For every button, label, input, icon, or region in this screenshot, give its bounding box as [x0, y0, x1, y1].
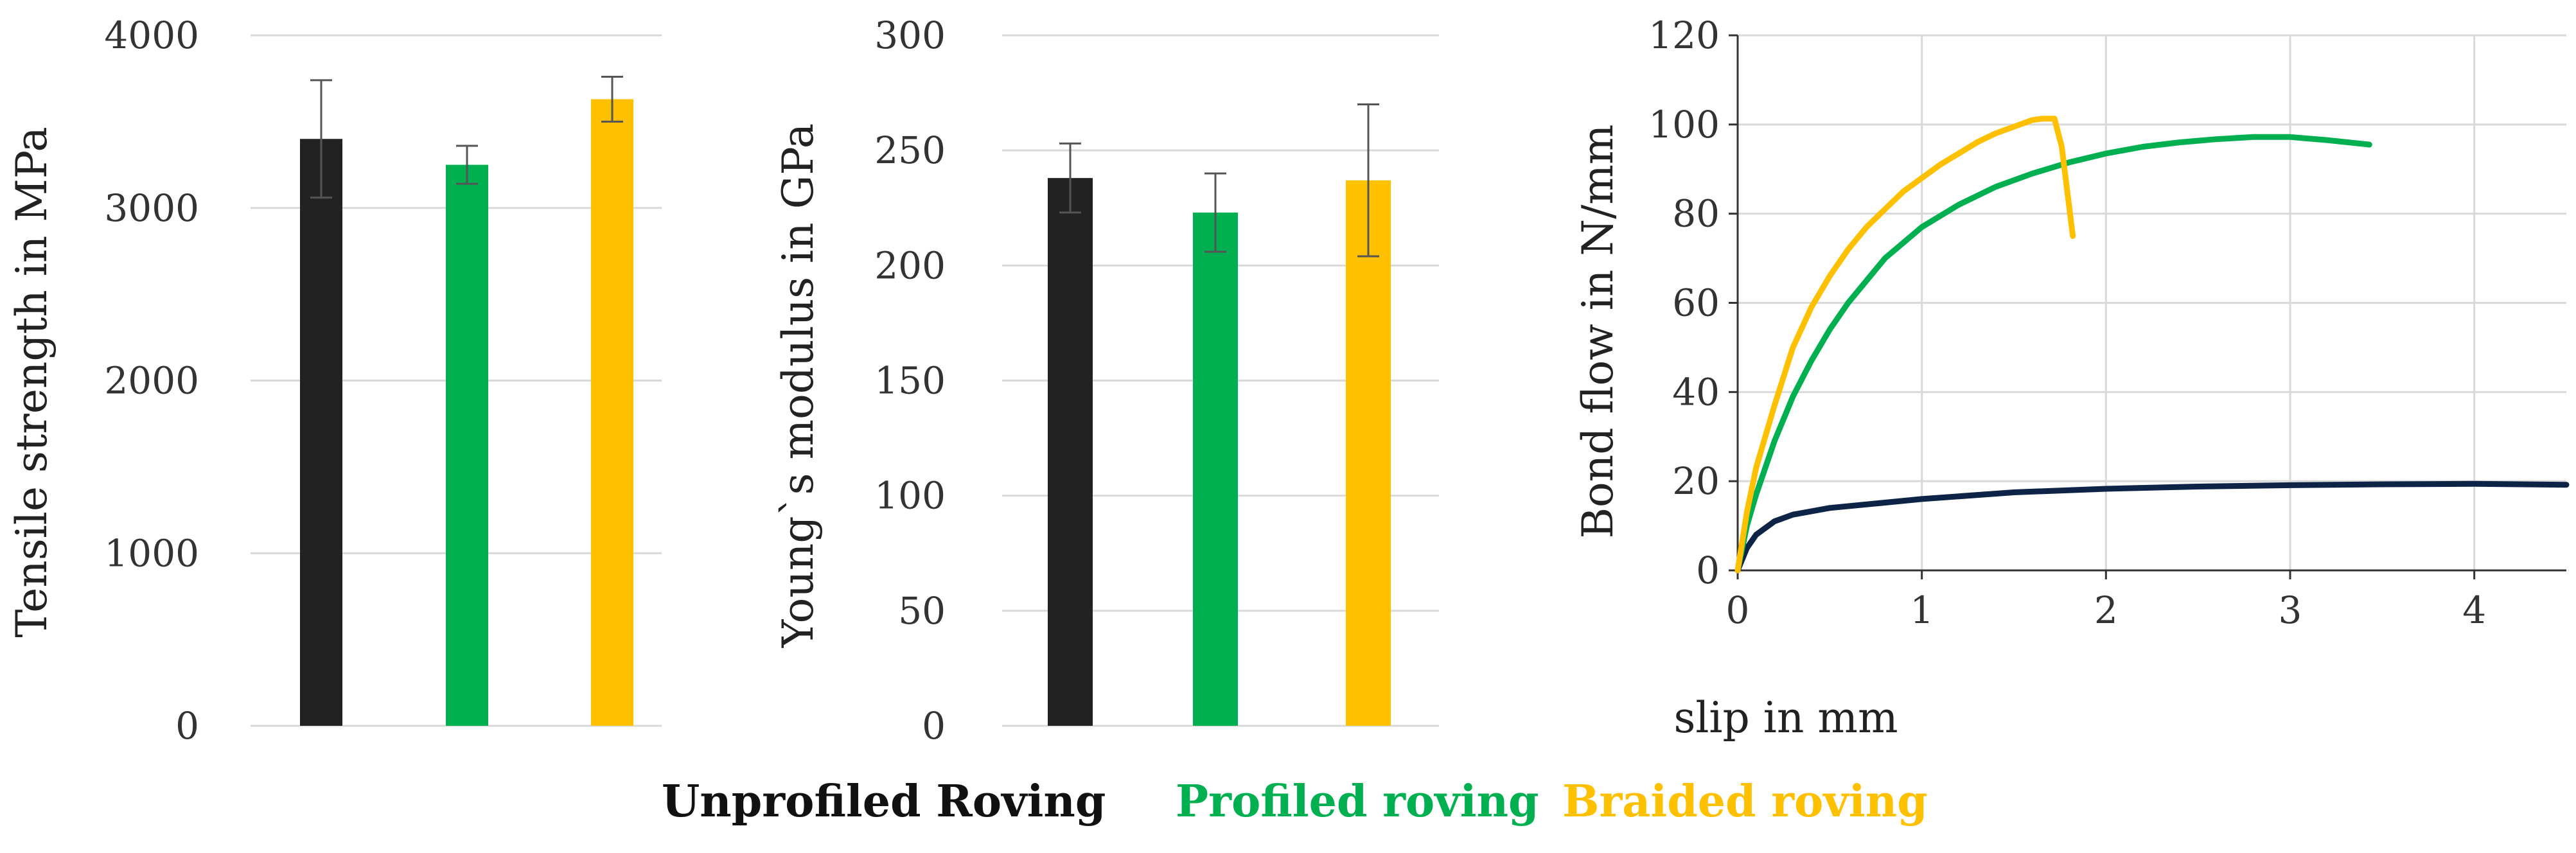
bar [446, 164, 488, 726]
y-tick-label: 40 [1672, 370, 1720, 414]
bar [1193, 212, 1238, 726]
x-tick-label: 2 [2094, 588, 2118, 632]
y-tick-label: 250 [874, 128, 946, 172]
bond-y-axis-title: Bond flow in N/mm [1573, 125, 1623, 539]
y-tick-label: 80 [1672, 192, 1720, 236]
bar [300, 139, 342, 726]
tensile-y-axis-title: Tensile strength in MPa [7, 127, 57, 637]
tensile-y-ticks: 0 1000 2000 3000 4000 [104, 13, 199, 748]
x-tick-label: 1 [1910, 588, 1934, 632]
bond-x-ticks: 0 1 2 3 4 [1726, 588, 2487, 632]
y-tick-label: 100 [874, 474, 946, 518]
legend: Unprofiled Roving Profiled roving Braide… [0, 776, 2576, 840]
x-tick-label: 0 [1726, 588, 1750, 632]
y-tick-label: 1000 [104, 531, 199, 575]
youngs-modulus-chart: 0 50 100 150 200 250 300 Young`s modulus in GP… [773, 13, 1439, 748]
y-tick-label: 0 [922, 704, 946, 748]
tensile-bars [300, 76, 633, 726]
bond-x-axis-title: slip in mm [1673, 693, 1898, 743]
bar [591, 99, 633, 726]
y-tick-label: 60 [1672, 281, 1720, 325]
y-tick-label: 200 [874, 243, 946, 287]
x-tick-label: 3 [2279, 588, 2302, 632]
y-tick-label: 2000 [104, 359, 199, 403]
y-tick-label: 20 [1672, 459, 1720, 503]
bar [1048, 178, 1093, 726]
bond-axes [1729, 34, 2566, 579]
series-line [1734, 134, 2372, 574]
legend-item-profiled: Profiled roving [1176, 776, 1539, 827]
y-tick-label: 100 [1648, 103, 1720, 146]
series-line [1734, 480, 2570, 574]
x-tick-label: 4 [2462, 588, 2486, 632]
y-tick-label: 0 [175, 704, 199, 748]
y-tick-label: 150 [874, 359, 946, 403]
series-line [1734, 116, 2076, 574]
y-tick-label: 50 [898, 589, 946, 633]
bond-lines [1734, 116, 2570, 574]
legend-item-braided: Braided roving [1562, 776, 1928, 827]
tensile-strength-chart: 0 1000 2000 3000 4000 Tensile strength in MP… [7, 13, 662, 748]
modulus-y-ticks: 0 50 100 150 200 250 300 [874, 13, 946, 748]
modulus-bars [1048, 103, 1391, 726]
y-tick-label: 300 [874, 13, 946, 57]
legend-item-unprofiled: Unprofiled Roving [662, 776, 1106, 827]
y-tick-label: 3000 [104, 186, 199, 230]
y-tick-label: 120 [1648, 13, 1720, 57]
y-tick-label: 4000 [104, 13, 199, 57]
bar [1346, 180, 1391, 726]
modulus-y-axis-title: Young`s modulus in GPa [773, 123, 823, 648]
y-tick-label: 0 [1696, 549, 1720, 592]
bond-y-ticks: 0 20 40 60 80 100 120 [1648, 13, 1720, 592]
